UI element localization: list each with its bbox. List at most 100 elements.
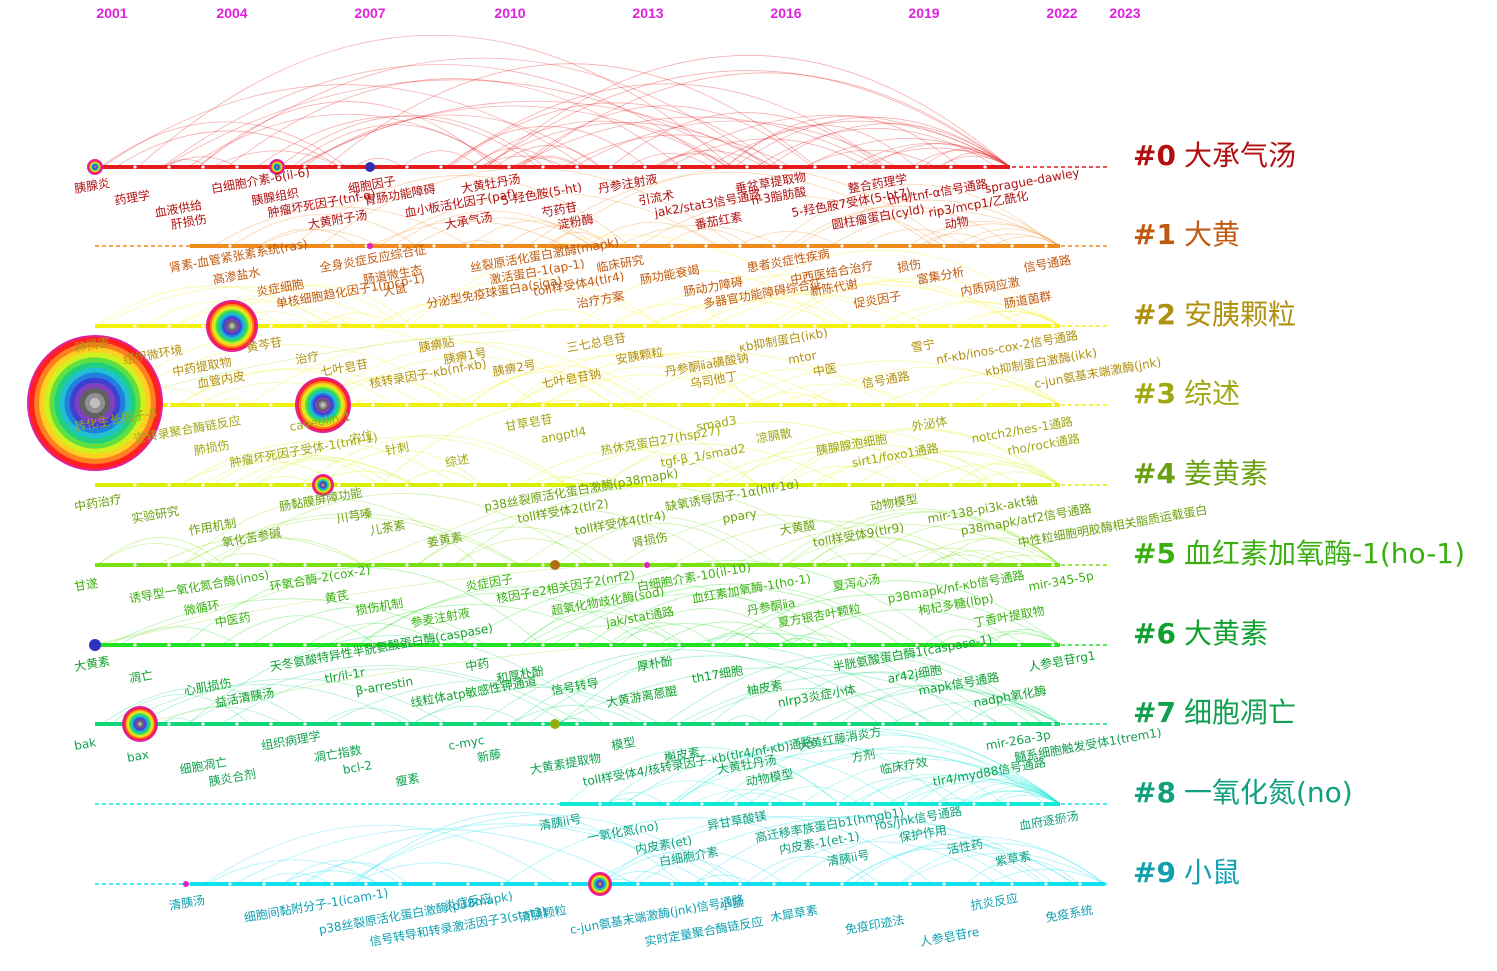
link-arc [650,292,909,327]
cluster-label-9: #9 小鼠 [1133,856,1240,889]
link-arc [517,157,579,168]
link-arc [604,421,932,486]
node-cluster3[interactable] [295,377,351,433]
node-c7[interactable] [550,719,560,729]
link-arc [941,152,1011,168]
keyword-label: 诱导型一氧化氮合酶(inos) [128,567,270,606]
link-arc [801,759,1061,805]
link-arc [548,443,845,486]
link-arc [990,789,1061,805]
small-node [575,722,579,726]
node-c6[interactable] [89,639,101,651]
link-arc [756,841,998,885]
small-node [133,324,137,328]
link-arc [850,142,1011,168]
keyword-label: 异甘草酸镁 [706,808,768,833]
small-node [1044,244,1048,248]
link-arc [536,625,685,646]
small-node [167,563,171,567]
cluster-name: 小鼠 [1184,856,1240,889]
node-cluster7[interactable] [122,706,158,742]
link-arc [936,537,1061,566]
link-arc [187,635,605,725]
keyword-label: 肠道菌群 [1003,289,1053,311]
keyword-label: 木犀草素 [769,903,819,925]
keyword-label: angptl4 [540,424,588,446]
small-node [432,882,436,886]
link-arc [728,753,1061,805]
link-arc [991,795,1061,805]
node-c5b[interactable] [644,562,650,568]
small-node [670,244,674,248]
node-c1[interactable] [367,243,373,249]
node-cluster2[interactable] [206,300,258,352]
link-arc [606,792,664,805]
small-node [405,483,409,487]
year-label-2004: 2004 [216,5,247,21]
keyword-label: tgf-β_1/smad2 [659,441,746,470]
link-arc [600,815,933,885]
node-pancreatitis-large[interactable] [27,335,163,471]
link-arc [992,236,1061,247]
link-arc [989,628,1061,646]
keyword-label: 川芎嗪 [335,506,373,526]
link-arc [254,872,332,885]
node-c0b[interactable] [269,159,285,175]
small-node [632,802,636,806]
small-node [337,722,341,726]
small-node [711,324,715,328]
keyword-label: 番茄红素 [694,209,744,232]
link-arc [861,147,1011,168]
link-arc [479,649,881,725]
small-node [541,403,545,407]
small-node [337,563,341,567]
small-node [942,244,946,248]
link-arc [354,157,403,168]
link-arc [898,772,1061,805]
cluster-id: #5 [1133,537,1176,570]
small-node [840,244,844,248]
small-node [568,244,572,248]
small-node [1017,722,1021,726]
small-node [813,165,817,169]
link-arc [670,741,951,805]
small-node [738,882,742,886]
link-arc [511,351,906,406]
small-node [949,643,953,647]
link-arc [617,224,780,247]
link-arc [137,35,732,168]
link-arc [248,338,614,406]
link-arc [564,747,841,805]
node-c5[interactable] [550,560,560,570]
small-node [541,722,545,726]
small-node [133,483,137,487]
link-arc [447,83,887,168]
small-node [677,483,681,487]
node-cluster4[interactable] [312,474,334,496]
small-node [364,244,368,248]
link-arc [259,229,379,247]
node-c0c[interactable] [365,162,375,172]
small-node [602,244,606,248]
node-c9[interactable] [183,881,189,887]
link-arc [402,470,477,486]
cluster-label-4: #4 姜黄素 [1133,457,1268,490]
small-node [1017,643,1021,647]
small-node [1051,483,1055,487]
small-node [269,643,273,647]
small-node [473,483,477,487]
link-arc [484,70,1011,168]
link-arc [504,225,613,247]
small-node [167,403,171,407]
cluster-label-6: #6 大黄素 [1133,617,1268,650]
link-arc [885,547,1008,566]
node-c0a[interactable] [87,159,103,175]
node-cluster9[interactable] [588,872,612,896]
small-node [704,244,708,248]
link-arc [375,287,665,327]
link-arc [320,449,483,486]
cluster-label-2: #2 安胰颗粒 [1133,298,1296,331]
keyword-label: 针刺 [384,439,410,458]
link-arc [408,234,850,327]
link-arc [629,858,745,885]
